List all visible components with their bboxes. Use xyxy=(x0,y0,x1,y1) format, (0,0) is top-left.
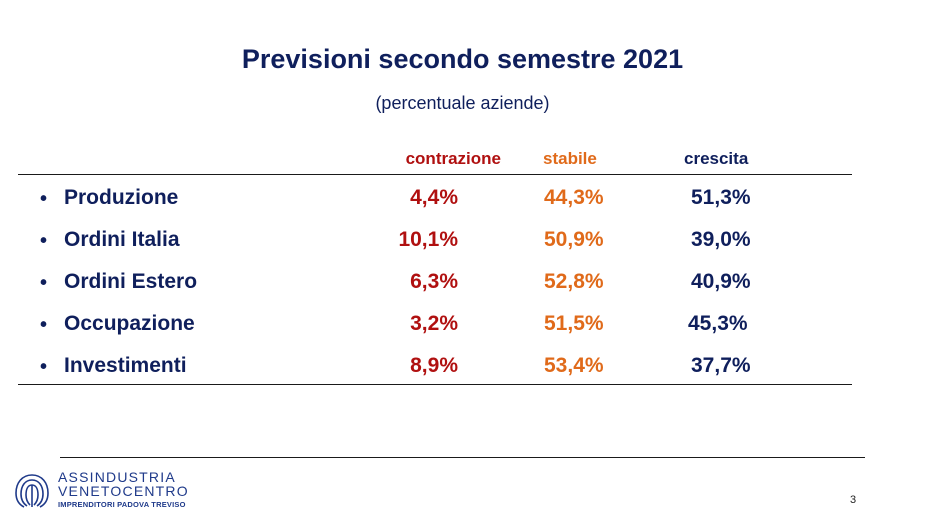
header-contrazione: contrazione xyxy=(405,149,501,168)
bullet-icon: • xyxy=(40,314,48,336)
bullet-icon: • xyxy=(40,356,48,378)
row-label: Investimenti xyxy=(64,354,187,377)
header-crescita: crescita xyxy=(684,149,749,168)
table-row: • Investimenti 8,9% 53,4% 37,7% xyxy=(0,354,925,384)
slide-title: Previsioni secondo semestre 2021 xyxy=(241,44,684,74)
table-row: • Ordini Italia 10,1% 50,9% 39,0% xyxy=(0,228,925,258)
value-contrazione: 10,1% xyxy=(398,228,458,251)
bullet-icon: • xyxy=(40,230,48,252)
row-label: Ordini Estero xyxy=(64,270,198,293)
logo-text-line3: IMPRENDITORI PADOVA TREVISO xyxy=(58,500,186,509)
row-label: Ordini Italia xyxy=(64,228,180,251)
value-crescita: 40,9% xyxy=(691,270,751,293)
row-label: Produzione xyxy=(64,186,179,209)
value-stabile: 50,9% xyxy=(544,228,604,251)
value-contrazione: 4,4% xyxy=(410,186,458,209)
value-stabile: 53,4% xyxy=(544,354,604,377)
table-row: • Produzione 4,4% 44,3% 51,3% xyxy=(0,186,925,216)
footer-rule xyxy=(60,457,865,458)
table-row: • Ordini Estero 6,3% 52,8% 40,9% xyxy=(0,270,925,300)
value-contrazione: 6,3% xyxy=(410,270,458,293)
value-crescita: 45,3% xyxy=(688,312,748,335)
value-stabile: 44,3% xyxy=(544,186,604,209)
slide-subtitle: (percentuale aziende) xyxy=(375,93,550,113)
logo-text-line1: ASSINDUSTRIA xyxy=(58,469,176,485)
table-top-rule xyxy=(18,174,852,175)
value-stabile: 51,5% xyxy=(544,312,604,335)
table-bottom-rule xyxy=(18,384,852,385)
bullet-icon: • xyxy=(40,272,48,294)
row-label: Occupazione xyxy=(64,312,195,335)
value-stabile: 52,8% xyxy=(544,270,604,293)
logo-text-line2: VENETOCENTRO xyxy=(58,483,189,499)
table-row: • Occupazione 3,2% 51,5% 45,3% xyxy=(0,312,925,342)
bullet-icon: • xyxy=(40,188,48,210)
value-crescita: 39,0% xyxy=(691,228,751,251)
assindustria-logo: ASSINDUSTRIA VENETOCENTRO IMPRENDITORI P… xyxy=(12,469,192,513)
value-crescita: 37,7% xyxy=(691,354,751,377)
page-number: 3 xyxy=(850,494,857,506)
header-stabile: stabile xyxy=(543,149,597,168)
value-crescita: 51,3% xyxy=(691,186,751,209)
logo-mark-icon xyxy=(15,474,49,508)
value-contrazione: 8,9% xyxy=(410,354,458,377)
value-contrazione: 3,2% xyxy=(410,312,458,335)
